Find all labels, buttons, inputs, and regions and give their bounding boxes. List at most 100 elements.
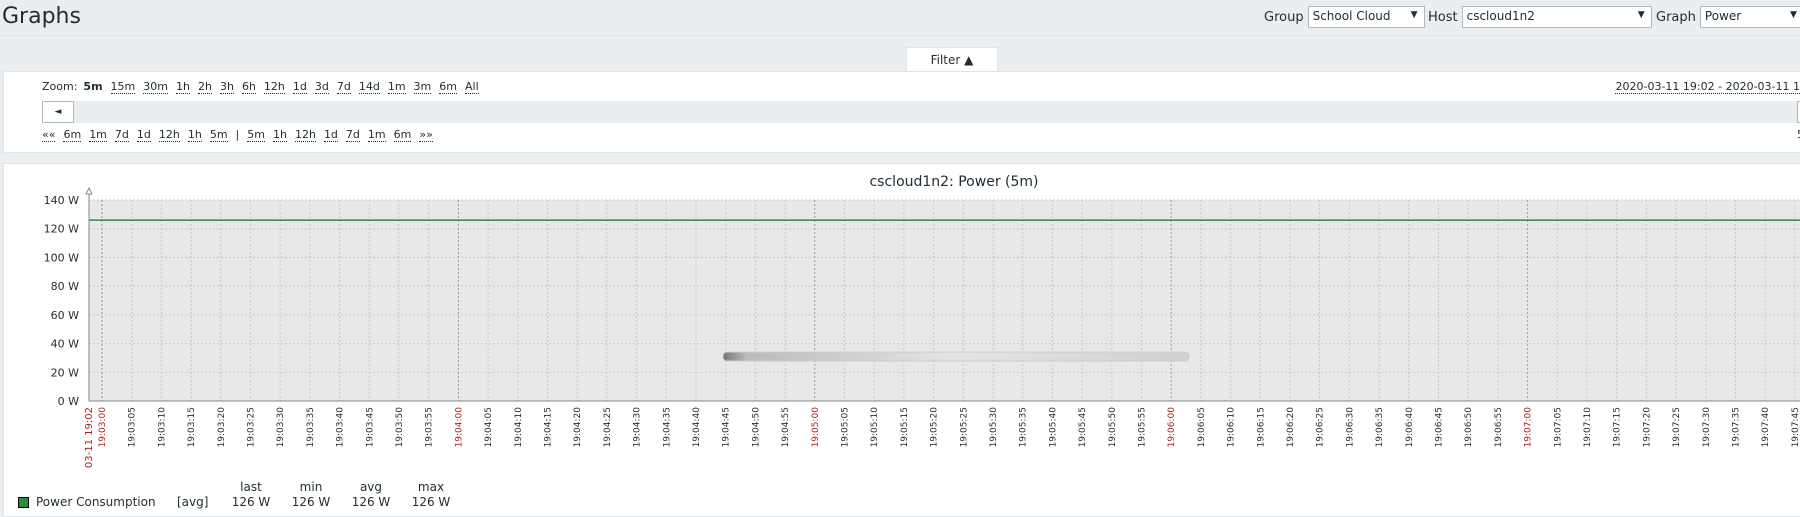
nav-back-option[interactable]: 1m [89,128,107,142]
nav-back-option[interactable]: 1d [136,128,151,142]
nav-forward-option[interactable]: 1d [323,128,338,142]
x-tick-label: 19:07:35 [1732,407,1742,447]
x-tick-label: 19:04:45 [722,407,732,447]
x-tick-label: 19:03:15 [187,407,197,447]
x-tick-label: 19:05:50 [1108,407,1118,448]
timeline-scrollbar[interactable] [42,101,1800,123]
y-tick-label: 40 W [51,338,79,351]
zoom-options: 5m 15m 30m 1h 2h 3h 6h 12h 1d 3d 7d 14d 1m 3m 6m All [83,80,486,94]
legend-item-name: Power Consumption [36,495,156,509]
zoom-option[interactable]: 3h [219,80,234,94]
zoom-option[interactable]: 7d [336,80,351,94]
x-tick-label: 19:05:25 [959,407,969,447]
legend-header-min: min [299,480,323,494]
group-select-value: School Cloud [1312,9,1391,23]
x-tick-label: 19:05:40 [1048,407,1058,448]
x-tick-label: 19:04:05 [484,407,494,447]
nav-last-button[interactable]: »» [419,128,433,142]
x-tick-label: 19:05:15 [900,407,910,447]
filter-panel: Zoom: 5m 15m 30m 1h 2h 3h 6h 12h 1d 3d 7d 14d 1m 3m 6m… [3,71,1800,153]
filter-tab[interactable]: Filter ▲ [906,47,998,72]
plot-area [89,200,1800,401]
x-start-label: 03-11 19:02 [84,407,95,468]
nav-back-option[interactable]: 12h [158,128,180,142]
page-header: Graphs Group School Cloud ▼ Host cscloud… [0,0,1800,36]
x-tick-label: 19:05:00 [811,407,821,448]
x-tick-label: 19:03:55 [425,407,435,447]
y-axis-arrow-icon [85,186,93,195]
x-tick-label: 19:03:50 [395,407,405,448]
legend-function: [avg] [177,495,209,509]
graph-select[interactable]: Power ▼ [1699,6,1800,28]
zoom-option[interactable]: 14d [358,80,380,94]
x-tick-label: 19:06:55 [1494,407,1504,447]
scroll-right-button[interactable] [1797,101,1800,123]
x-tick-label: 19:07:05 [1553,407,1563,447]
nav-back-option[interactable]: 7d [114,128,129,142]
nav-forward-option[interactable]: 6m [393,128,412,142]
zoom-option[interactable]: 3m [413,80,432,94]
zoom-option[interactable]: 15m [110,80,136,94]
zoom-option[interactable]: 3d [314,80,329,94]
x-tick-label: 19:07:40 [1761,407,1771,448]
x-tick-label: 19:07:30 [1702,407,1712,448]
zoom-row: Zoom: 5m 15m 30m 1h 2h 3h 6h 12h 1d 3d 7d 14d 1m 3m 6m… [42,80,487,94]
date-range[interactable]: 2020-03-11 19:02 - 2020-03-11 1 [1615,80,1800,94]
x-tick-label: 19:07:00 [1524,407,1534,448]
zoom-option[interactable]: 1m [387,80,406,94]
nav-back-option[interactable]: 6m [63,128,82,142]
x-tick-label: 19:04:25 [603,407,613,447]
zoom-option[interactable]: 12h [263,80,285,94]
power-graph[interactable]: 0 W 20 W 40 W 60 W 80 W 100 W 120 W 140 W 19:03:… [4,164,1800,474]
x-tick-label: 19:06:10 [1227,407,1237,448]
x-tick-label: 19:06:30 [1345,407,1355,448]
x-tick-label: 19:04:20 [573,407,583,448]
x-tick-label: 19:03:05 [128,407,138,447]
x-tick-label: 19:07:15 [1613,407,1623,447]
period-nav-row: «« 6m 1m 7d 1d 12h 1h 5m | 5m 1h 12h 1d 7d 1m 6m »» [42,128,441,142]
x-tick-label: 19:07:45 [1791,407,1800,447]
x-tick-label: 19:05:20 [930,407,940,448]
zoom-option[interactable]: 5m [83,80,103,93]
chevron-down-icon: ▼ [1410,10,1418,20]
graph-panel: cscloud1n2: Power (5m) 0 W 20 W 40 W 60 W 80… [3,163,1800,517]
graph-title: cscloud1n2: Power (5m) [869,174,1039,190]
zoom-option[interactable]: 2h [197,80,212,94]
x-tick-label: 19:04:10 [514,407,524,448]
zoom-option[interactable]: 6m [439,80,457,94]
scroll-left-button[interactable]: ◄ [42,101,74,123]
x-tick-label: 19:03:30 [276,407,286,448]
x-tick-label: 19:04:35 [662,407,672,447]
nav-forward-option[interactable]: 1h [272,128,287,142]
graph-label: Graph [1656,9,1696,25]
nav-back-option[interactable]: 5m [209,128,228,142]
group-control: Group School Cloud ▼ [1264,6,1425,28]
x-tick-label: 19:05:45 [1078,407,1088,447]
zoom-option[interactable]: 1d [292,80,307,94]
nav-forward-option[interactable]: 7d [345,128,360,142]
y-tick-label: 120 W [44,223,79,236]
x-tick-label: 19:06:40 [1405,407,1415,448]
x-tick-label: 19:03:40 [336,407,346,448]
x-tick-label: 19:03:35 [306,407,316,447]
nav-forward-option[interactable]: 12h [294,128,316,142]
chevron-down-icon: ▼ [1637,10,1645,20]
x-tick-label: 19:03:20 [217,407,227,448]
legend-header-last: last [240,480,262,494]
x-tick-label: 19:03:25 [247,407,257,447]
zoom-option[interactable]: 6h [241,80,256,94]
nav-forward-option[interactable]: 5m [247,128,265,142]
x-tick-label: 19:06:20 [1286,407,1296,448]
zoom-option[interactable]: 1h [175,80,190,94]
zoom-option[interactable]: 30m [143,80,168,94]
zoom-label: Zoom: [42,80,78,93]
y-tick-label: 80 W [51,280,79,293]
nav-first-button[interactable]: «« [42,128,56,142]
group-select[interactable]: School Cloud ▼ [1307,6,1425,28]
host-select[interactable]: cscloud1n2 ▼ [1461,6,1652,28]
nav-back-option[interactable]: 1h [187,128,202,142]
host-control: Host cscloud1n2 ▼ [1428,6,1652,28]
zoom-option[interactable]: All [464,80,479,94]
nav-forward-option[interactable]: 1m [367,128,386,142]
chevron-down-icon: ▼ [1789,10,1797,20]
